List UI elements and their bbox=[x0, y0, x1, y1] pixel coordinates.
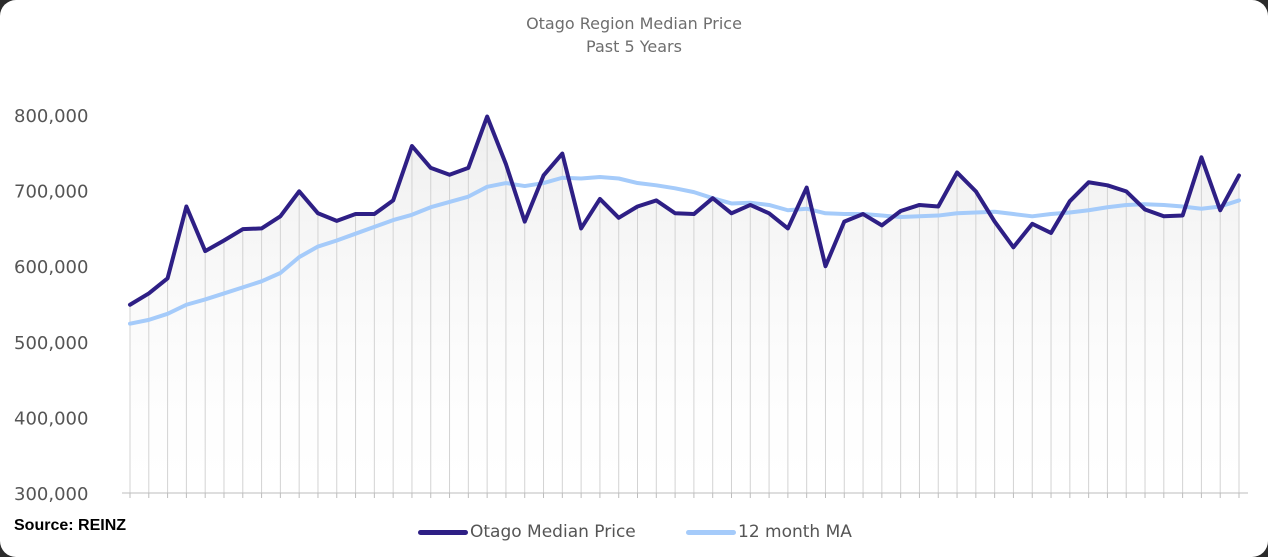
vertical-grid bbox=[129, 116, 1240, 493]
area-fill bbox=[130, 116, 1239, 493]
series-line-ma bbox=[128, 174, 1241, 326]
y-tick-label: 300,000 bbox=[14, 484, 88, 505]
legend-item-ma: 12 month MA bbox=[686, 522, 852, 542]
legend-label-ma: 12 month MA bbox=[738, 522, 852, 542]
area-path bbox=[130, 116, 1239, 493]
source-note: Source: REINZ bbox=[14, 517, 127, 534]
legend-label-median: Otago Median Price bbox=[470, 522, 636, 542]
legend-swatch-ma bbox=[686, 529, 736, 535]
series-line-median bbox=[128, 114, 1241, 307]
y-axis-ticks: 300,000 400,000 500,000 600,000 700,000 800,0… bbox=[14, 106, 88, 505]
series-lines bbox=[128, 114, 1241, 326]
chart-title-block: Otago Region Median Price Past 5 Years bbox=[0, 12, 1268, 58]
y-tick-label: 500,000 bbox=[14, 333, 88, 354]
legend: Otago Median Price 12 month MA bbox=[0, 522, 1268, 546]
y-tick-label: 600,000 bbox=[14, 257, 88, 278]
legend-swatch-median bbox=[418, 529, 468, 535]
y-tick-label: 700,000 bbox=[14, 182, 88, 203]
x-axis bbox=[122, 492, 1248, 498]
legend-item-median: Otago Median Price bbox=[418, 522, 636, 542]
chart-subtitle: Past 5 Years bbox=[586, 37, 682, 56]
y-tick-label: 800,000 bbox=[14, 106, 88, 127]
y-tick-label: 400,000 bbox=[14, 408, 88, 429]
chart-title: Otago Region Median Price bbox=[526, 14, 742, 33]
